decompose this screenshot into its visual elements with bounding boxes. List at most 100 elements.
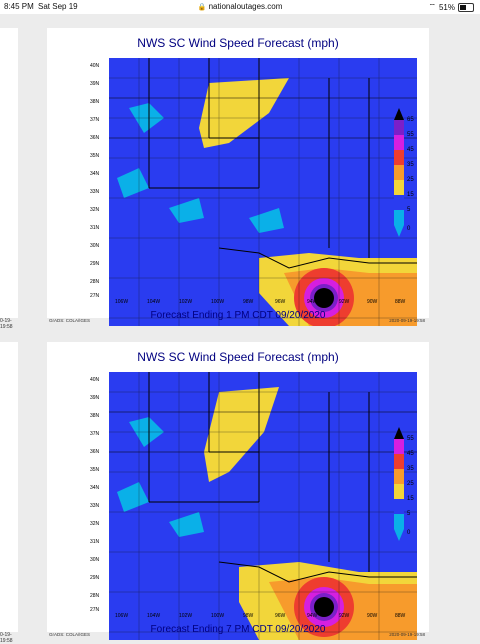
legend-swatch <box>394 469 404 484</box>
x-tick: 94W <box>307 613 318 619</box>
forecast-panel-2: NWS SC Wind Speed Forecast (mph) 40N 39N… <box>47 342 429 640</box>
status-date: Sat Sep 19 <box>38 2 78 11</box>
battery-percent: 51% <box>438 2 455 12</box>
legend-label: 65 <box>407 117 414 123</box>
legend-swatch <box>394 514 404 529</box>
y-tick: 30N <box>90 243 100 249</box>
legend-label: 0 <box>407 226 411 232</box>
legend-swatch <box>394 180 404 195</box>
x-tick: 88W <box>395 613 406 619</box>
legend-label: 35 <box>407 466 414 472</box>
x-tick: 92W <box>339 613 350 619</box>
legend-label: 5 <box>407 207 411 213</box>
y-tick: 32N <box>90 207 100 213</box>
ios-status-bar: 8:45 PM Sat Sep 19 🔒 nationaloutages.com… <box>0 0 480 14</box>
battery-icon <box>458 2 474 12</box>
left-edge-strip: 0-19-19:58 <box>0 28 18 330</box>
forecast-panel-1: NWS SC Wind Speed Forecast (mph) <box>47 28 429 326</box>
legend-label: 15 <box>407 496 414 502</box>
x-tick: 96W <box>275 299 286 305</box>
y-tick: 30N <box>90 557 100 563</box>
legend-swatch <box>394 499 404 514</box>
y-tick: 36N <box>90 135 100 141</box>
timestamp: 2020-09-19-19:58 <box>389 318 425 323</box>
y-tick: 37N <box>90 431 100 437</box>
legend-swatch-min <box>394 225 404 237</box>
y-tick: 28N <box>90 593 100 599</box>
y-tick: 31N <box>90 539 100 545</box>
panel-caption: Forecast Ending 7 PM CDT 09/20/2020 <box>150 624 326 635</box>
x-tick: 100W <box>211 299 225 305</box>
url-text: nationaloutages.com <box>208 2 283 11</box>
edge-stamp: 0-19-19:58 <box>0 632 13 644</box>
panel-title: NWS SC Wind Speed Forecast (mph) <box>137 36 339 50</box>
grads-credit: GrADS: COLA/IGES <box>49 318 91 323</box>
x-tick: 106W <box>115 299 129 305</box>
y-tick: 32N <box>90 521 100 527</box>
lock-icon: 🔒 <box>197 4 207 11</box>
y-tick: 33N <box>90 189 100 195</box>
x-tick: 94W <box>307 299 318 305</box>
legend-swatch <box>394 439 404 454</box>
left-edge-strip: 0-19-19:58 <box>0 342 18 644</box>
legend-label: 45 <box>407 147 414 153</box>
status-time: 8:45 PM <box>4 2 34 11</box>
y-tick: 39N <box>90 81 100 87</box>
y-tick: 31N <box>90 225 100 231</box>
y-tick: 40N <box>90 377 100 383</box>
x-tick: 98W <box>243 299 254 305</box>
legend-swatch <box>394 484 404 499</box>
y-tick: 36N <box>90 449 100 455</box>
color-legend <box>394 427 404 541</box>
legend-swatch <box>394 210 404 225</box>
x-tick: 90W <box>367 613 378 619</box>
x-tick: 90W <box>367 299 378 305</box>
x-tick: 106W <box>115 613 129 619</box>
legend-label: 55 <box>407 436 414 442</box>
grads-credit: GrADS: COLA/IGES <box>49 632 91 637</box>
x-tick: 88W <box>395 299 406 305</box>
legend-label: 45 <box>407 451 414 457</box>
legend-swatch <box>394 150 404 165</box>
y-tick: 34N <box>90 485 100 491</box>
timestamp: 2020-09-19-19:58 <box>389 632 425 637</box>
y-tick: 29N <box>90 261 100 267</box>
x-tick: 98W <box>243 613 254 619</box>
y-tick: 38N <box>90 413 100 419</box>
wind-map <box>109 372 417 640</box>
edge-stamp: 0-19-19:58 <box>0 318 13 330</box>
panel-caption: Forecast Ending 1 PM CDT 09/20/2020 <box>150 310 326 321</box>
x-tick: 102W <box>179 299 193 305</box>
panel-title: NWS SC Wind Speed Forecast (mph) <box>137 350 339 364</box>
legend-swatch <box>394 165 404 180</box>
y-tick: 33N <box>90 503 100 509</box>
legend-swatch <box>394 454 404 469</box>
y-tick: 27N <box>90 607 100 613</box>
legend-swatch-max <box>394 427 404 439</box>
x-tick: 100W <box>211 613 225 619</box>
x-tick: 96W <box>275 613 286 619</box>
y-tick: 29N <box>90 575 100 581</box>
x-tick: 92W <box>339 299 350 305</box>
legend-label: 25 <box>407 481 414 487</box>
wifi-icon: ⌔ <box>428 2 436 11</box>
legend-swatch <box>394 120 404 135</box>
legend-swatch <box>394 195 404 210</box>
y-tick: 40N <box>90 63 100 69</box>
y-tick: 37N <box>90 117 100 123</box>
wind-map <box>109 58 417 326</box>
y-tick: 35N <box>90 467 100 473</box>
legend-label: 25 <box>407 177 414 183</box>
legend-swatch <box>394 135 404 150</box>
y-tick: 39N <box>90 395 100 401</box>
legend-label: 35 <box>407 162 414 168</box>
legend-swatch-min <box>394 529 404 541</box>
x-tick: 102W <box>179 613 193 619</box>
y-tick: 28N <box>90 279 100 285</box>
y-tick: 27N <box>90 293 100 299</box>
legend-label: 5 <box>407 511 411 517</box>
url-display[interactable]: 🔒 nationaloutages.com <box>0 2 480 11</box>
legend-label: 15 <box>407 192 414 198</box>
y-tick: 38N <box>90 99 100 105</box>
legend-label: 55 <box>407 132 414 138</box>
